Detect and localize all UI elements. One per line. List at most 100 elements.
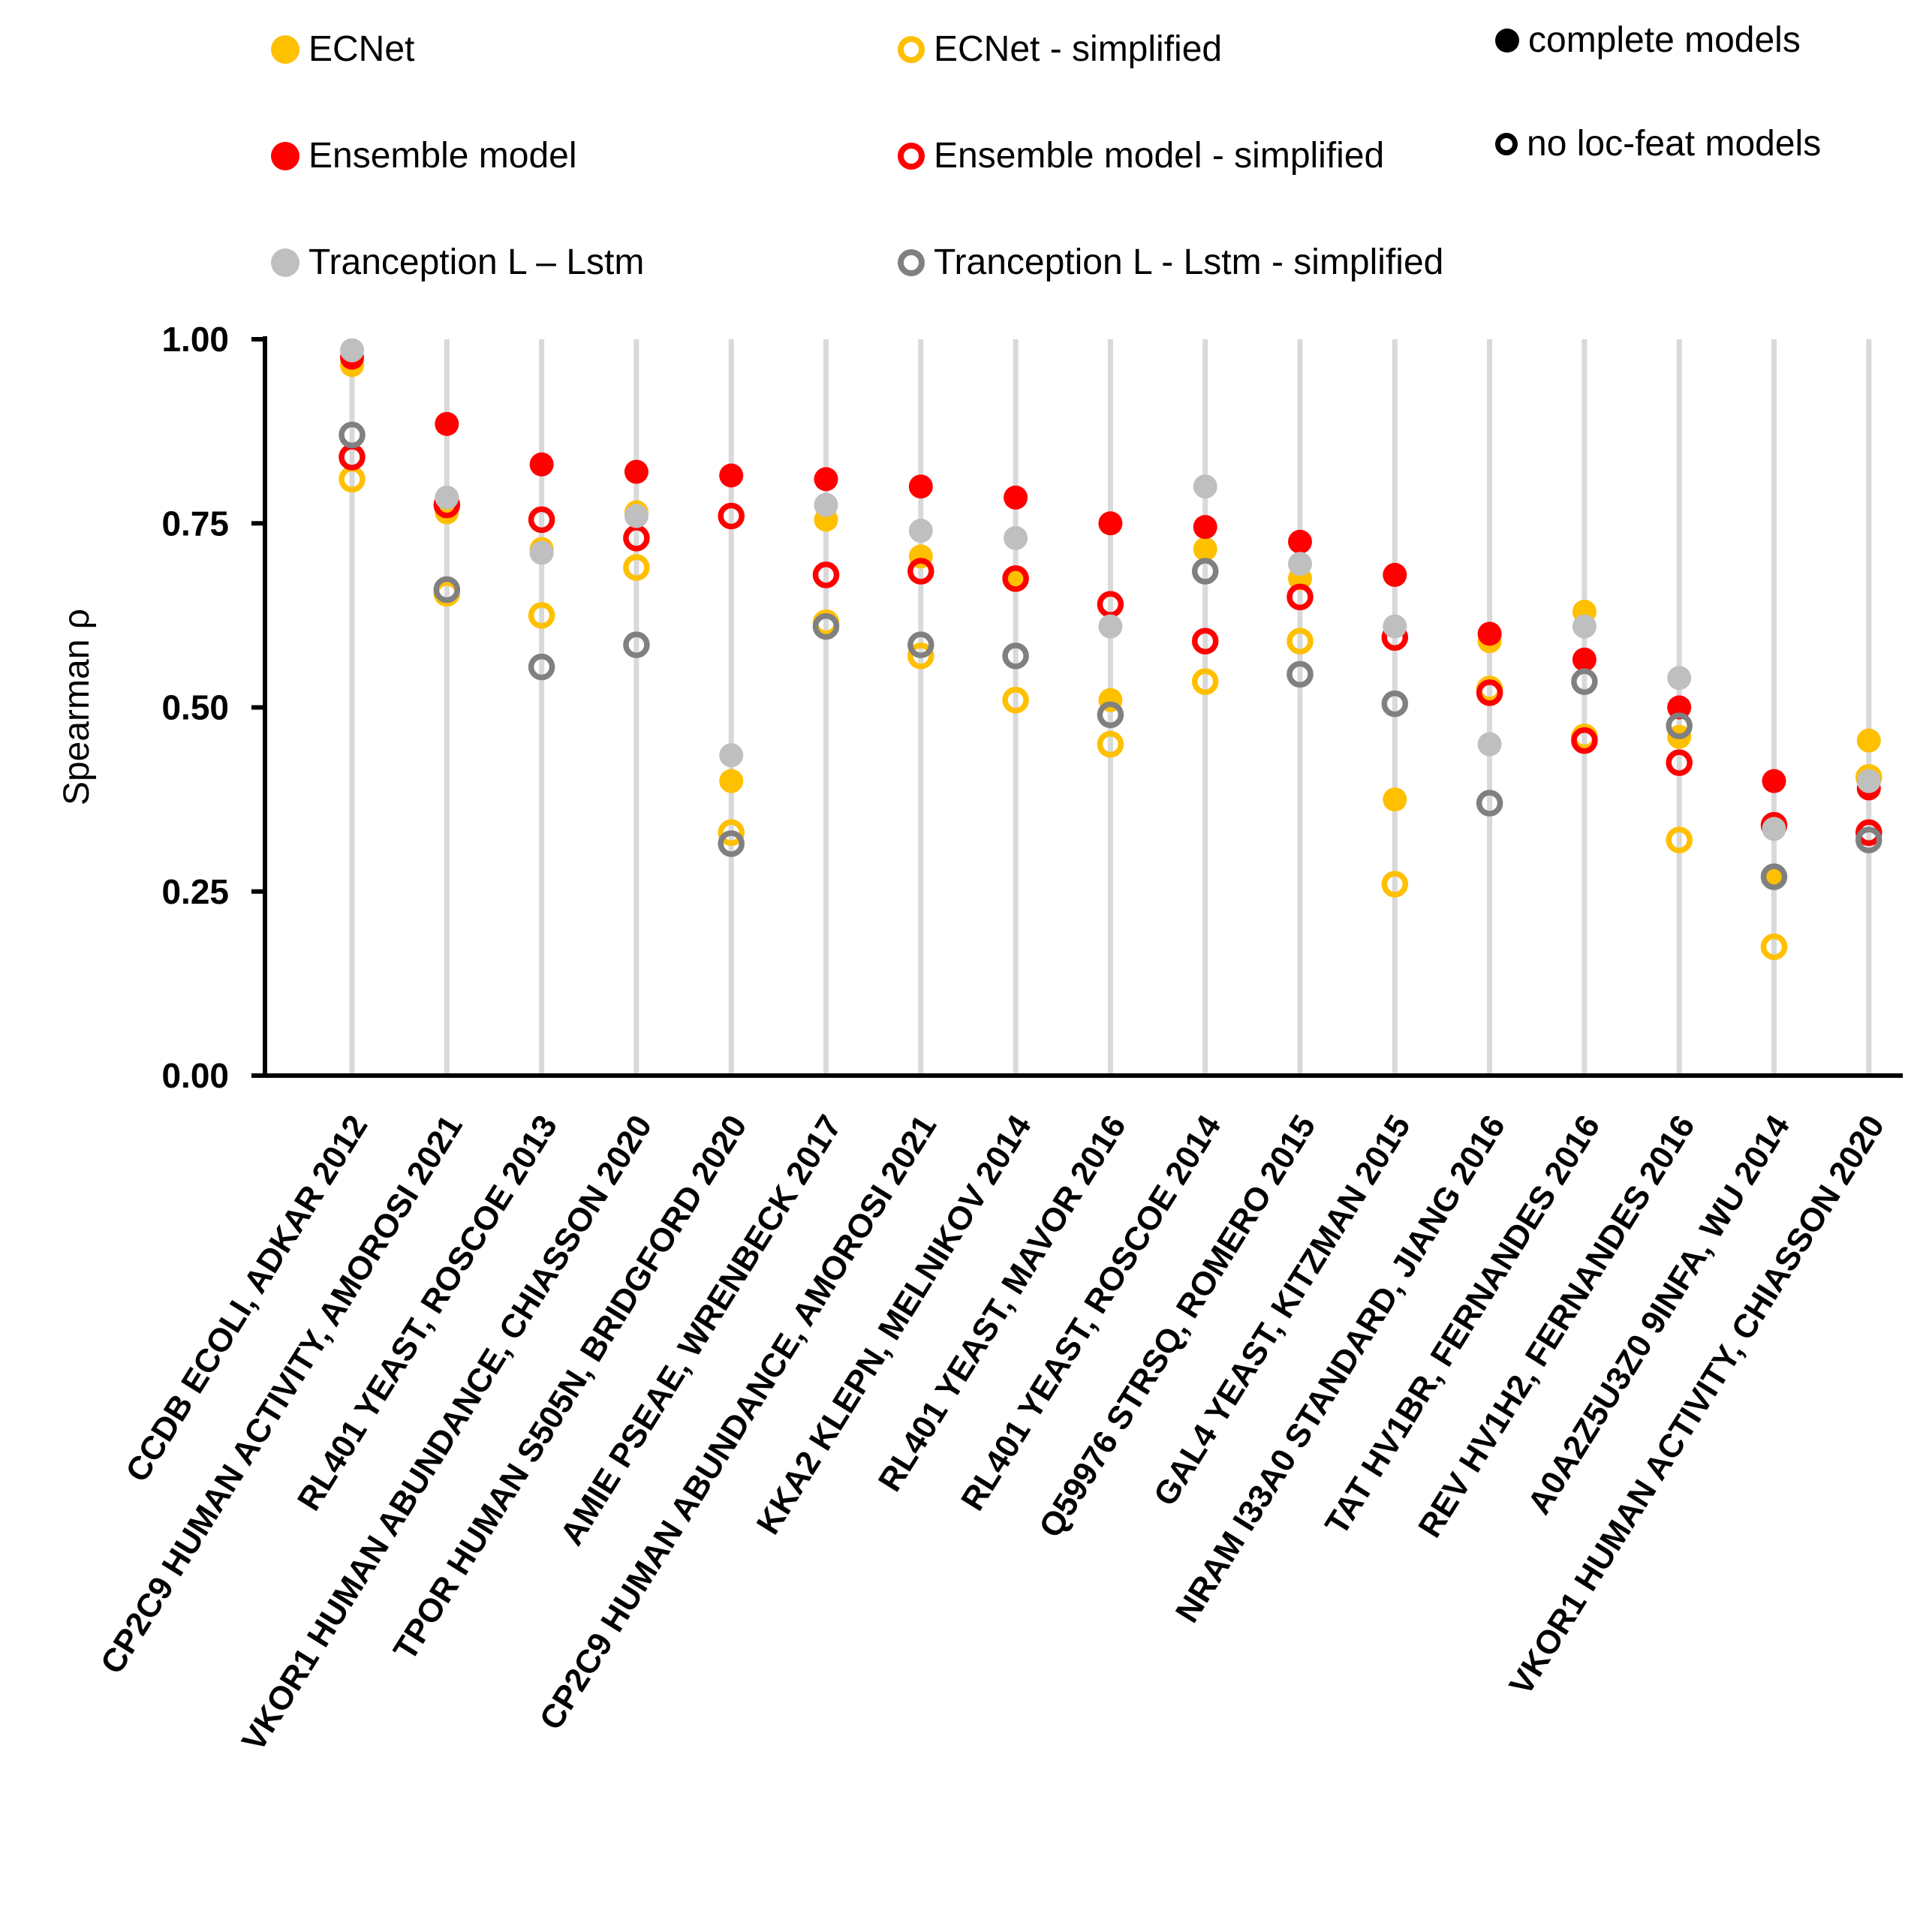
axis-line [263, 336, 1903, 1078]
data-point [1856, 728, 1881, 753]
data-point [623, 631, 650, 658]
data-point [1381, 871, 1409, 898]
data-point [1004, 485, 1028, 510]
data-point [908, 474, 933, 499]
legend-label: complete models [1528, 20, 1801, 60]
data-point [1855, 826, 1882, 853]
y-tick-label: 0.75 [161, 504, 229, 543]
data-point [1477, 732, 1502, 757]
data-point [1002, 686, 1029, 714]
legend-label: no loc-feat models [1527, 124, 1822, 164]
data-point [1287, 661, 1314, 688]
data-point [528, 602, 555, 629]
no-loc-feat-models-marker-icon [1495, 132, 1518, 155]
y-tick-label: 1.00 [161, 320, 229, 359]
ecnet-open-marker-icon [898, 35, 925, 63]
legend-item-ensemble-simplified: Ensemble model - simplified [898, 135, 1384, 176]
data-point [1288, 552, 1312, 576]
x-category-label: TPOR HUMAN S505N, BRIDGFORD 2020 [387, 1109, 754, 1666]
data-point [719, 743, 744, 768]
data-point [433, 576, 461, 603]
data-point [1193, 515, 1217, 540]
tranception-filled-marker-icon [271, 248, 299, 277]
data-point [435, 485, 459, 510]
legend-item-no-loc-feat-models: no loc-feat models [1495, 123, 1821, 164]
x-category-label: CP2C9 HUMAN ACTIVITY, AMOROSI 2021 [94, 1109, 470, 1680]
data-point [1572, 647, 1597, 672]
data-point [435, 411, 459, 436]
data-point [1004, 525, 1028, 550]
data-point [1287, 583, 1314, 611]
data-point [1666, 712, 1693, 739]
data-point [1666, 826, 1693, 853]
data-point [1097, 730, 1124, 758]
data-point [1002, 642, 1029, 670]
data-point [1856, 769, 1881, 793]
gridlines-group [349, 339, 1872, 1076]
legend-label: Tranception L – Lstm [308, 242, 645, 282]
data-point [1666, 749, 1693, 776]
legend-label: ECNet [308, 29, 415, 69]
data-point [719, 769, 744, 793]
data-point [1193, 537, 1217, 561]
data-point [1098, 614, 1123, 639]
legend-label: ECNet - simplified [934, 29, 1223, 69]
complete-models-marker-icon [1495, 28, 1519, 53]
y-tick-labels-group: 1.00 0.75 0.50 0.25 0.00 [161, 320, 265, 1095]
data-point [907, 642, 934, 670]
data-point [1191, 668, 1219, 695]
data-point [1760, 933, 1788, 961]
data-point [1476, 679, 1503, 706]
legend-item-ensemble: Ensemble model [271, 135, 577, 176]
data-points-group [339, 338, 1882, 961]
tranception-open-marker-icon [898, 248, 925, 276]
y-tick-label: 0.50 [161, 688, 229, 727]
data-point [1383, 562, 1407, 587]
axes-group [263, 336, 1903, 1078]
data-point [1097, 701, 1124, 729]
legend-item-tranception: Tranception L – Lstm [271, 242, 644, 283]
data-point [1193, 474, 1217, 499]
data-point [1571, 668, 1598, 695]
data-point [1762, 817, 1786, 841]
data-point [1762, 769, 1786, 793]
data-point [1381, 690, 1409, 718]
data-point [1191, 558, 1219, 585]
data-point [907, 558, 934, 585]
data-point [908, 519, 933, 543]
data-point [1002, 565, 1029, 592]
data-point [1191, 627, 1219, 655]
legend-item-ecnet-simplified: ECNet - simplified [898, 29, 1222, 70]
legend-item-tranception-simplified: Tranception L - Lstm - simplified [898, 242, 1443, 283]
data-point [624, 459, 649, 484]
data-point [1477, 621, 1502, 646]
data-point [812, 612, 840, 640]
data-point [814, 492, 838, 517]
data-point [623, 554, 650, 581]
data-point [1571, 727, 1598, 754]
data-point [1288, 529, 1312, 554]
data-point [718, 830, 745, 857]
data-point [529, 540, 554, 565]
data-point [528, 653, 555, 681]
data-point [814, 467, 838, 492]
legend-item-complete-models: complete models [1495, 20, 1801, 61]
data-point [719, 463, 744, 488]
data-point [1476, 790, 1503, 817]
data-point [1383, 787, 1407, 812]
data-point [1383, 614, 1407, 639]
ensemble-open-marker-icon [898, 142, 925, 170]
y-tick-label: 0.25 [161, 872, 229, 911]
data-point [1287, 627, 1314, 655]
data-point [718, 502, 745, 530]
data-point [1572, 614, 1597, 639]
data-point [528, 506, 555, 534]
legend-label: Ensemble model - simplified [934, 136, 1385, 176]
data-point [1760, 863, 1788, 890]
data-point [339, 421, 366, 449]
data-point [907, 631, 934, 658]
data-point [1098, 511, 1123, 536]
